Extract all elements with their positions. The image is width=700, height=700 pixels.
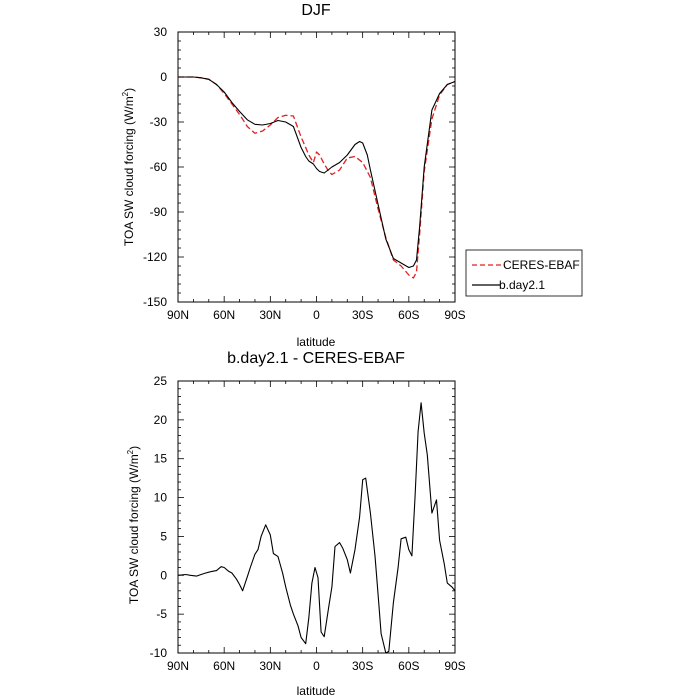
top-chart-title: DJF <box>301 2 331 19</box>
legend-label-ceres-ebaf: CERES-EBAF <box>503 258 580 272</box>
y-tick-label: 10 <box>154 491 168 505</box>
x-tick-label: 0 <box>313 308 320 322</box>
y-tick-label: -120 <box>143 250 167 264</box>
x-tick-label: 90S <box>444 659 465 673</box>
series-line-ceres-ebaf <box>178 76 456 279</box>
x-tick-label: 0 <box>313 659 320 673</box>
y-tick-label: 5 <box>160 529 167 543</box>
legend: CERES-EBAF b.day2.1 <box>465 249 583 297</box>
y-tick-label: 30 <box>154 25 168 39</box>
x-tick-label: 90N <box>167 659 189 673</box>
bottom-chart-x-tick-labels: 90N 60N 30N 0 30S 60S 90S <box>167 659 466 673</box>
x-tick-label: 30N <box>259 308 281 322</box>
plot-frame <box>177 31 456 303</box>
bottom-chart-series <box>177 402 456 654</box>
x-tick-label: 90N <box>167 308 189 322</box>
bottom-chart-y-axis-label-main: TOA SW cloud forcing (W/m <box>127 454 141 604</box>
y-tick-label: -90 <box>150 205 168 219</box>
top-chart-y-tick-labels: 30 0 -30 -60 -90 -120 -150 <box>143 25 167 309</box>
x-tick-label: 60N <box>213 659 235 673</box>
top-chart-series <box>178 76 456 279</box>
y-tick-label: 0 <box>160 568 167 582</box>
top-chart-x-axis-label: latitude <box>297 335 336 349</box>
x-tick-label: 30N <box>259 659 281 673</box>
top-chart-y-axis-label-close: ) <box>122 88 136 92</box>
x-tick-label: 60N <box>213 308 235 322</box>
bottom-chart-y-axis-label-sup: 2 <box>126 449 135 454</box>
top-chart-y-axis-label-sup: 2 <box>121 91 130 96</box>
legend-label-b-day2-1: b.day2.1 <box>499 278 545 292</box>
y-tick-label: -30 <box>150 115 168 129</box>
y-tick-label: 15 <box>154 452 168 466</box>
y-tick-label: -60 <box>150 160 168 174</box>
bottom-chart-x-axis-label: latitude <box>297 684 336 698</box>
x-tick-label: 30S <box>352 308 373 322</box>
y-tick-label: 20 <box>154 413 168 427</box>
top-panel: DJF 90N 60N 30N 0 30S 60S 90S 30 0 -30 -60 -90 -120… <box>121 2 583 349</box>
x-tick-label: 60S <box>398 308 419 322</box>
top-chart-plot-area <box>177 31 456 303</box>
bottom-chart-y-axis-label-close: ) <box>127 446 141 450</box>
series-line-difference-0 <box>177 402 456 654</box>
top-chart-y-axis-label-main: TOA SW cloud forcing (W/m <box>122 96 136 246</box>
series-line-b-day2-1 <box>178 76 456 269</box>
bottom-chart-plot-area <box>177 380 456 654</box>
x-tick-label: 90S <box>444 308 465 322</box>
bottom-chart-title: b.day2.1 - CERES-EBAF <box>227 350 405 367</box>
bottom-panel: b.day2.1 - CERES-EBAF 90N 60N 30N 0 30S 60S 90… <box>126 350 466 698</box>
bottom-chart-y-axis-label: TOA SW cloud forcing (W/m2) <box>126 446 141 604</box>
bottom-chart-y-tick-labels: 25 20 15 10 5 0 -5 -10 <box>150 374 168 660</box>
y-tick-label: -10 <box>150 646 168 660</box>
y-tick-label: -5 <box>156 607 167 621</box>
top-chart-x-tick-labels: 90N 60N 30N 0 30S 60S 90S <box>167 308 466 322</box>
y-tick-label: -150 <box>143 295 167 309</box>
y-tick-label: 0 <box>160 70 167 84</box>
x-tick-label: 30S <box>352 659 373 673</box>
y-tick-label: 25 <box>154 374 168 388</box>
x-tick-label: 60S <box>398 659 419 673</box>
top-chart-y-axis-label: TOA SW cloud forcing (W/m2) <box>121 88 136 246</box>
